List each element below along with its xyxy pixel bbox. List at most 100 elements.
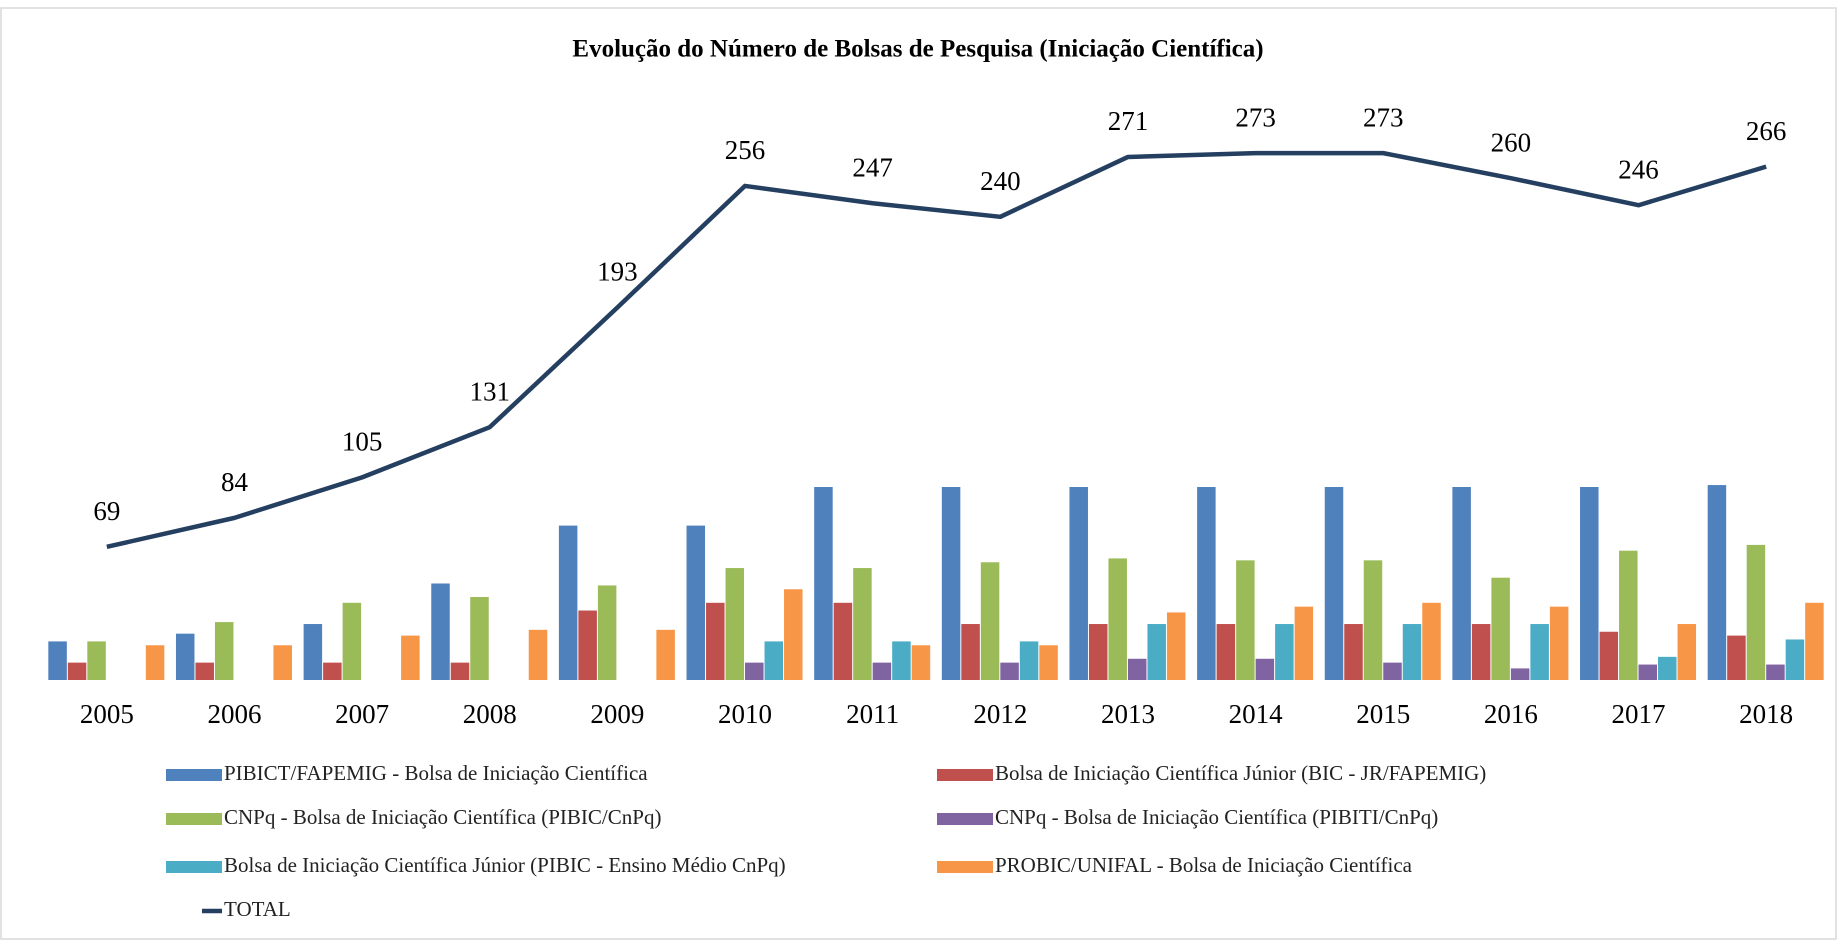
- x-tick-label: 2009: [590, 699, 644, 729]
- bar: [764, 641, 784, 680]
- bar: [323, 662, 342, 680]
- bar: [1363, 560, 1383, 680]
- data-label: 105: [342, 427, 383, 457]
- bar: [1324, 487, 1344, 680]
- legend-label: PROBIC/UNIFAL - Bolsa de Iniciação Cient…: [995, 853, 1413, 877]
- bar: [686, 525, 706, 680]
- bar: [470, 597, 489, 680]
- data-label: 247: [852, 152, 893, 182]
- data-label: 266: [1746, 116, 1787, 146]
- bar: [1255, 658, 1275, 680]
- bar: [1383, 662, 1402, 680]
- bar: [911, 645, 931, 680]
- bar: [1344, 624, 1363, 680]
- bar: [980, 562, 1000, 680]
- bar: [401, 635, 420, 680]
- bar: [745, 662, 764, 680]
- bar: [1580, 487, 1599, 680]
- bar: [1530, 624, 1549, 680]
- bar: [1422, 602, 1441, 680]
- bar: [1294, 606, 1314, 680]
- legend-swatch: [166, 813, 222, 825]
- bar: [1216, 624, 1236, 680]
- legend-label: PIBICT/FAPEMIG - Bolsa de Iniciação Cien…: [224, 761, 648, 785]
- x-tick-label: 2006: [207, 699, 261, 729]
- bar: [214, 622, 234, 680]
- bar: [1619, 550, 1638, 680]
- x-tick-label: 2016: [1484, 699, 1538, 729]
- legend-label: Bolsa de Iniciação Científica Júnior (BI…: [995, 761, 1486, 785]
- bar: [1236, 560, 1255, 680]
- bar: [450, 662, 470, 680]
- bar: [1039, 645, 1058, 680]
- x-tick-label: 2010: [718, 699, 772, 729]
- bar: [1638, 664, 1658, 680]
- bar: [1108, 558, 1127, 680]
- bar: [145, 645, 165, 680]
- legend-label: CNPq - Bolsa de Iniciação Científica (PI…: [224, 805, 661, 829]
- bar: [431, 583, 450, 680]
- bar: [48, 641, 67, 680]
- bar: [853, 568, 872, 680]
- bar: [1275, 624, 1294, 680]
- x-tick-label: 2008: [463, 699, 517, 729]
- bar: [342, 602, 362, 680]
- bar: [872, 662, 892, 680]
- bar: [1127, 658, 1147, 680]
- bar: [1510, 668, 1530, 680]
- x-tick-label: 2007: [335, 699, 389, 729]
- bar: [273, 645, 292, 680]
- bar: [706, 602, 725, 680]
- bar: [892, 641, 911, 680]
- x-tick-label: 2005: [80, 699, 134, 729]
- data-label: 273: [1235, 102, 1276, 132]
- legend-label: Bolsa de Iniciação Científica Júnior (PI…: [224, 853, 786, 877]
- bar: [784, 589, 803, 680]
- bar: [1677, 624, 1697, 680]
- bar: [558, 525, 578, 680]
- bar: [1000, 662, 1019, 680]
- data-label: 271: [1108, 106, 1149, 136]
- data-label: 273: [1363, 102, 1404, 132]
- bar: [303, 624, 323, 680]
- x-tick-label: 2012: [973, 699, 1027, 729]
- bar: [1019, 641, 1039, 680]
- legend-swatch: [937, 769, 993, 781]
- bar: [528, 629, 548, 680]
- bar: [195, 662, 214, 680]
- legend-swatch: [937, 861, 993, 873]
- line: [106, 150, 1767, 550]
- data-label: 69: [93, 496, 120, 526]
- legend-swatch: [166, 861, 222, 873]
- bar: [833, 602, 853, 680]
- legend-label: TOTAL: [224, 897, 291, 921]
- bar: [725, 568, 745, 680]
- bar: [1197, 487, 1216, 680]
- chart-title: Evolução do Número de Bolsas de Pesquisa…: [572, 36, 1263, 63]
- x-tick-label: 2014: [1229, 699, 1284, 729]
- bar: [1402, 624, 1422, 680]
- x-tick-label: 2013: [1101, 699, 1155, 729]
- legend-swatch: [937, 813, 993, 825]
- x-tick-label: 2017: [1612, 699, 1666, 729]
- bar: [941, 487, 961, 680]
- data-label: 84: [221, 467, 249, 497]
- bar: [578, 610, 597, 680]
- data-label: 131: [470, 376, 511, 406]
- bar: [1707, 485, 1727, 680]
- bar: [656, 629, 675, 680]
- bar: [1491, 577, 1510, 680]
- bar: [1471, 624, 1491, 680]
- bar: [1452, 487, 1471, 680]
- bar: [1069, 487, 1088, 680]
- data-label: 193: [597, 257, 638, 287]
- bar: [814, 487, 833, 680]
- bar: [1805, 602, 1824, 680]
- data-label: 246: [1618, 154, 1659, 184]
- bar: [1746, 544, 1766, 680]
- bar: [597, 585, 617, 680]
- bar: [1599, 631, 1619, 680]
- bar: [1549, 606, 1569, 680]
- bar: [175, 633, 195, 680]
